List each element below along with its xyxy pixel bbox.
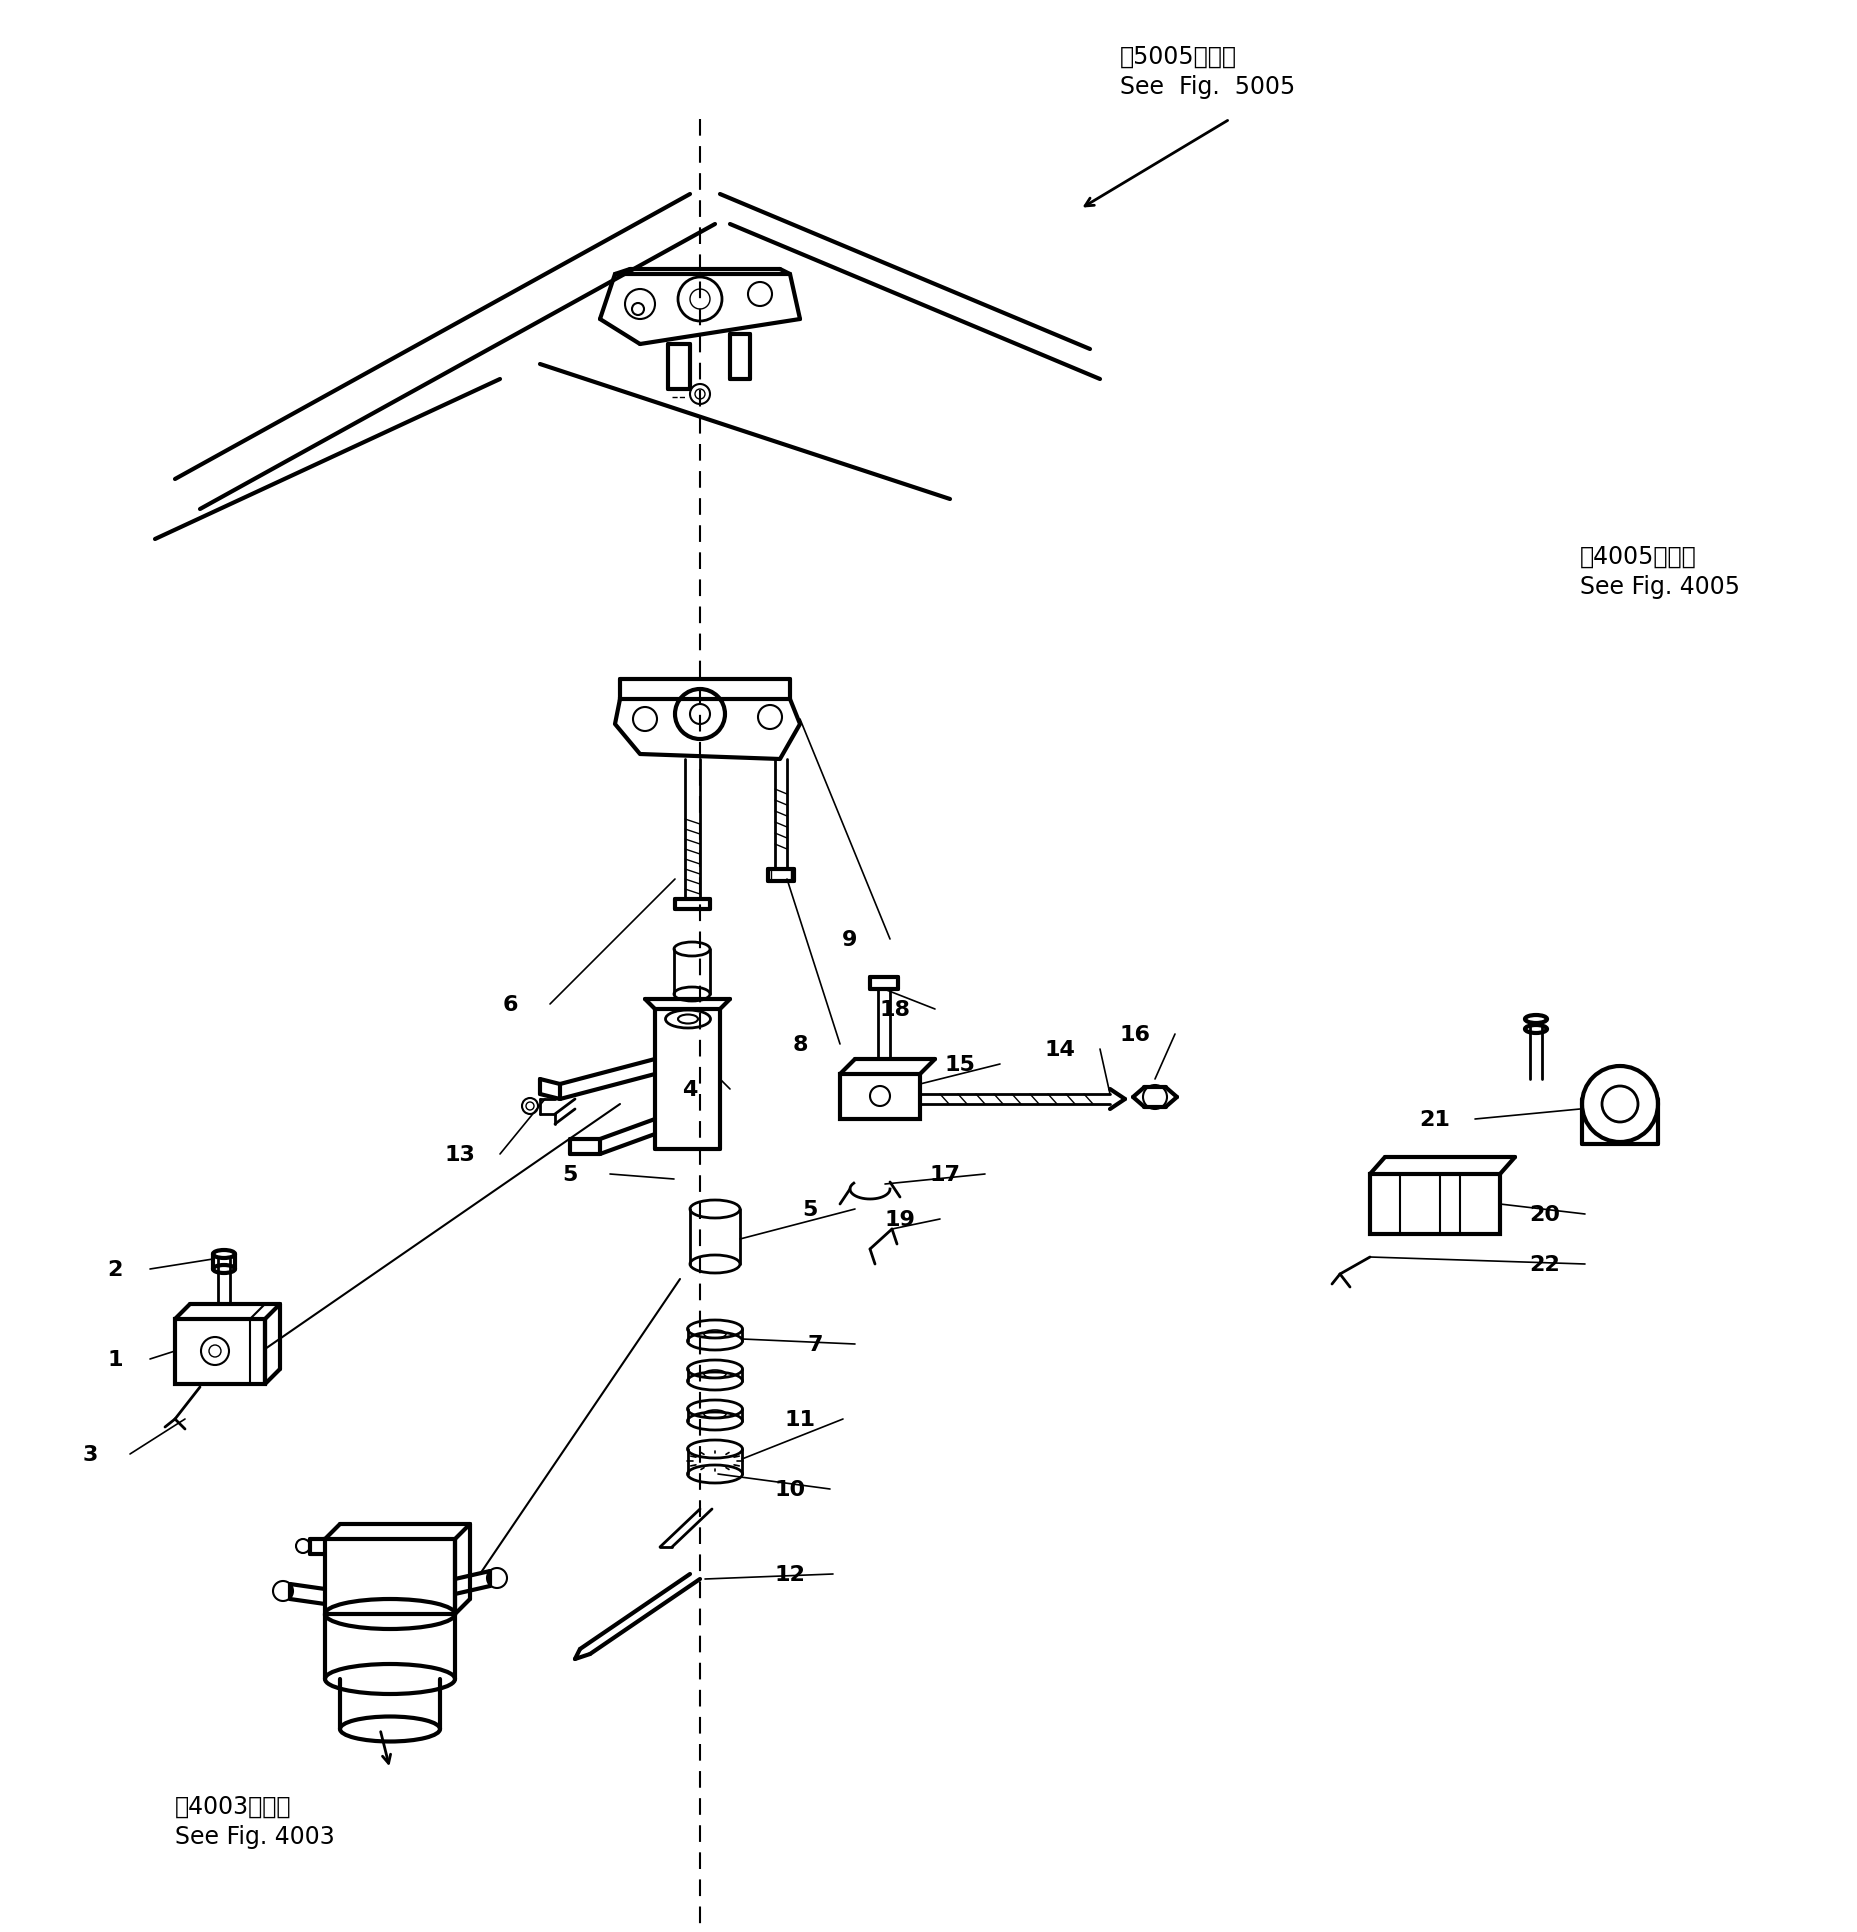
Text: 5: 5 xyxy=(563,1165,578,1184)
Text: See Fig. 4003: See Fig. 4003 xyxy=(175,1824,334,1849)
Text: 6: 6 xyxy=(501,995,518,1014)
Bar xyxy=(839,1074,919,1119)
Text: 15: 15 xyxy=(943,1055,975,1074)
Text: 16: 16 xyxy=(1120,1024,1149,1045)
Text: 7: 7 xyxy=(806,1335,823,1354)
Text: 3: 3 xyxy=(82,1445,98,1464)
Text: 4: 4 xyxy=(682,1080,698,1099)
Text: 17: 17 xyxy=(928,1165,960,1184)
Bar xyxy=(325,1540,455,1613)
Bar xyxy=(175,1320,266,1385)
Text: See  Fig.  5005: See Fig. 5005 xyxy=(1120,75,1294,99)
Bar xyxy=(1369,1175,1499,1235)
Text: 10: 10 xyxy=(774,1480,806,1499)
Text: 21: 21 xyxy=(1419,1109,1450,1130)
Text: 20: 20 xyxy=(1528,1204,1560,1225)
Text: 22: 22 xyxy=(1528,1254,1560,1275)
Text: 笥4003図参照: 笥4003図参照 xyxy=(175,1795,292,1818)
Text: 笥5005図参照: 笥5005図参照 xyxy=(1120,44,1237,70)
Text: See Fig. 4005: See Fig. 4005 xyxy=(1578,574,1738,599)
Text: 1: 1 xyxy=(108,1349,123,1370)
Text: 2: 2 xyxy=(108,1260,123,1279)
Text: 12: 12 xyxy=(774,1565,804,1584)
Text: 5: 5 xyxy=(802,1200,817,1219)
Text: 笥4005図参照: 笥4005図参照 xyxy=(1578,545,1695,568)
Text: 19: 19 xyxy=(884,1209,916,1229)
Text: 14: 14 xyxy=(1044,1039,1075,1059)
Text: 8: 8 xyxy=(791,1034,808,1055)
Text: 13: 13 xyxy=(444,1144,475,1165)
Text: 9: 9 xyxy=(841,929,858,949)
Text: 11: 11 xyxy=(784,1408,815,1430)
Text: 18: 18 xyxy=(878,999,910,1020)
